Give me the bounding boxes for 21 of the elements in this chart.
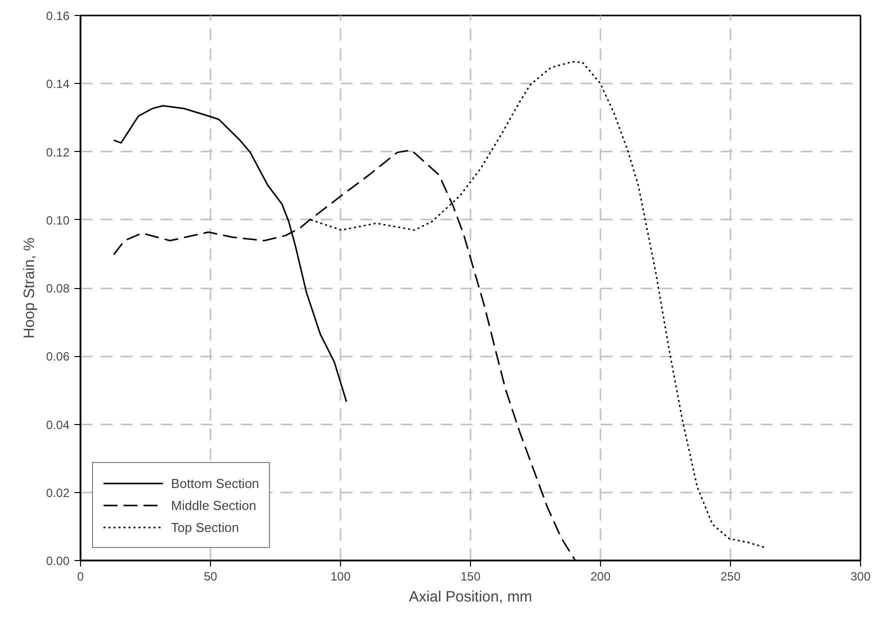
y-tick-label: 0.10 [46,213,70,228]
y-tick-label: 0.12 [46,145,70,160]
x-tick-label: 250 [720,570,741,584]
y-tick-label: 0.00 [46,554,70,568]
legend-label: Bottom Section [171,476,260,490]
y-tick-label: 0.08 [46,282,70,296]
legend-label: Middle Section [171,498,256,512]
x-tick-label: 300 [850,570,871,584]
y-tick-label: 0.02 [46,486,70,500]
x-tick-label: 0 [77,570,84,584]
x-tick-label: 100 [330,570,351,584]
x-tick-label: 150 [460,570,481,584]
y-tick-label: 0.06 [46,350,70,364]
x-tick-label: 50 [204,570,218,584]
y-axis-title: Hoop Strain, % [21,238,38,338]
y-tick-label: 0.14 [46,77,70,92]
y-tick-label: 0.16 [46,9,70,23]
x-tick-label: 200 [590,570,611,584]
legend-label: Top Section [171,520,239,534]
x-axis-title: Axial Position, mm [408,588,532,606]
y-tick-label: 0.04 [46,418,70,432]
